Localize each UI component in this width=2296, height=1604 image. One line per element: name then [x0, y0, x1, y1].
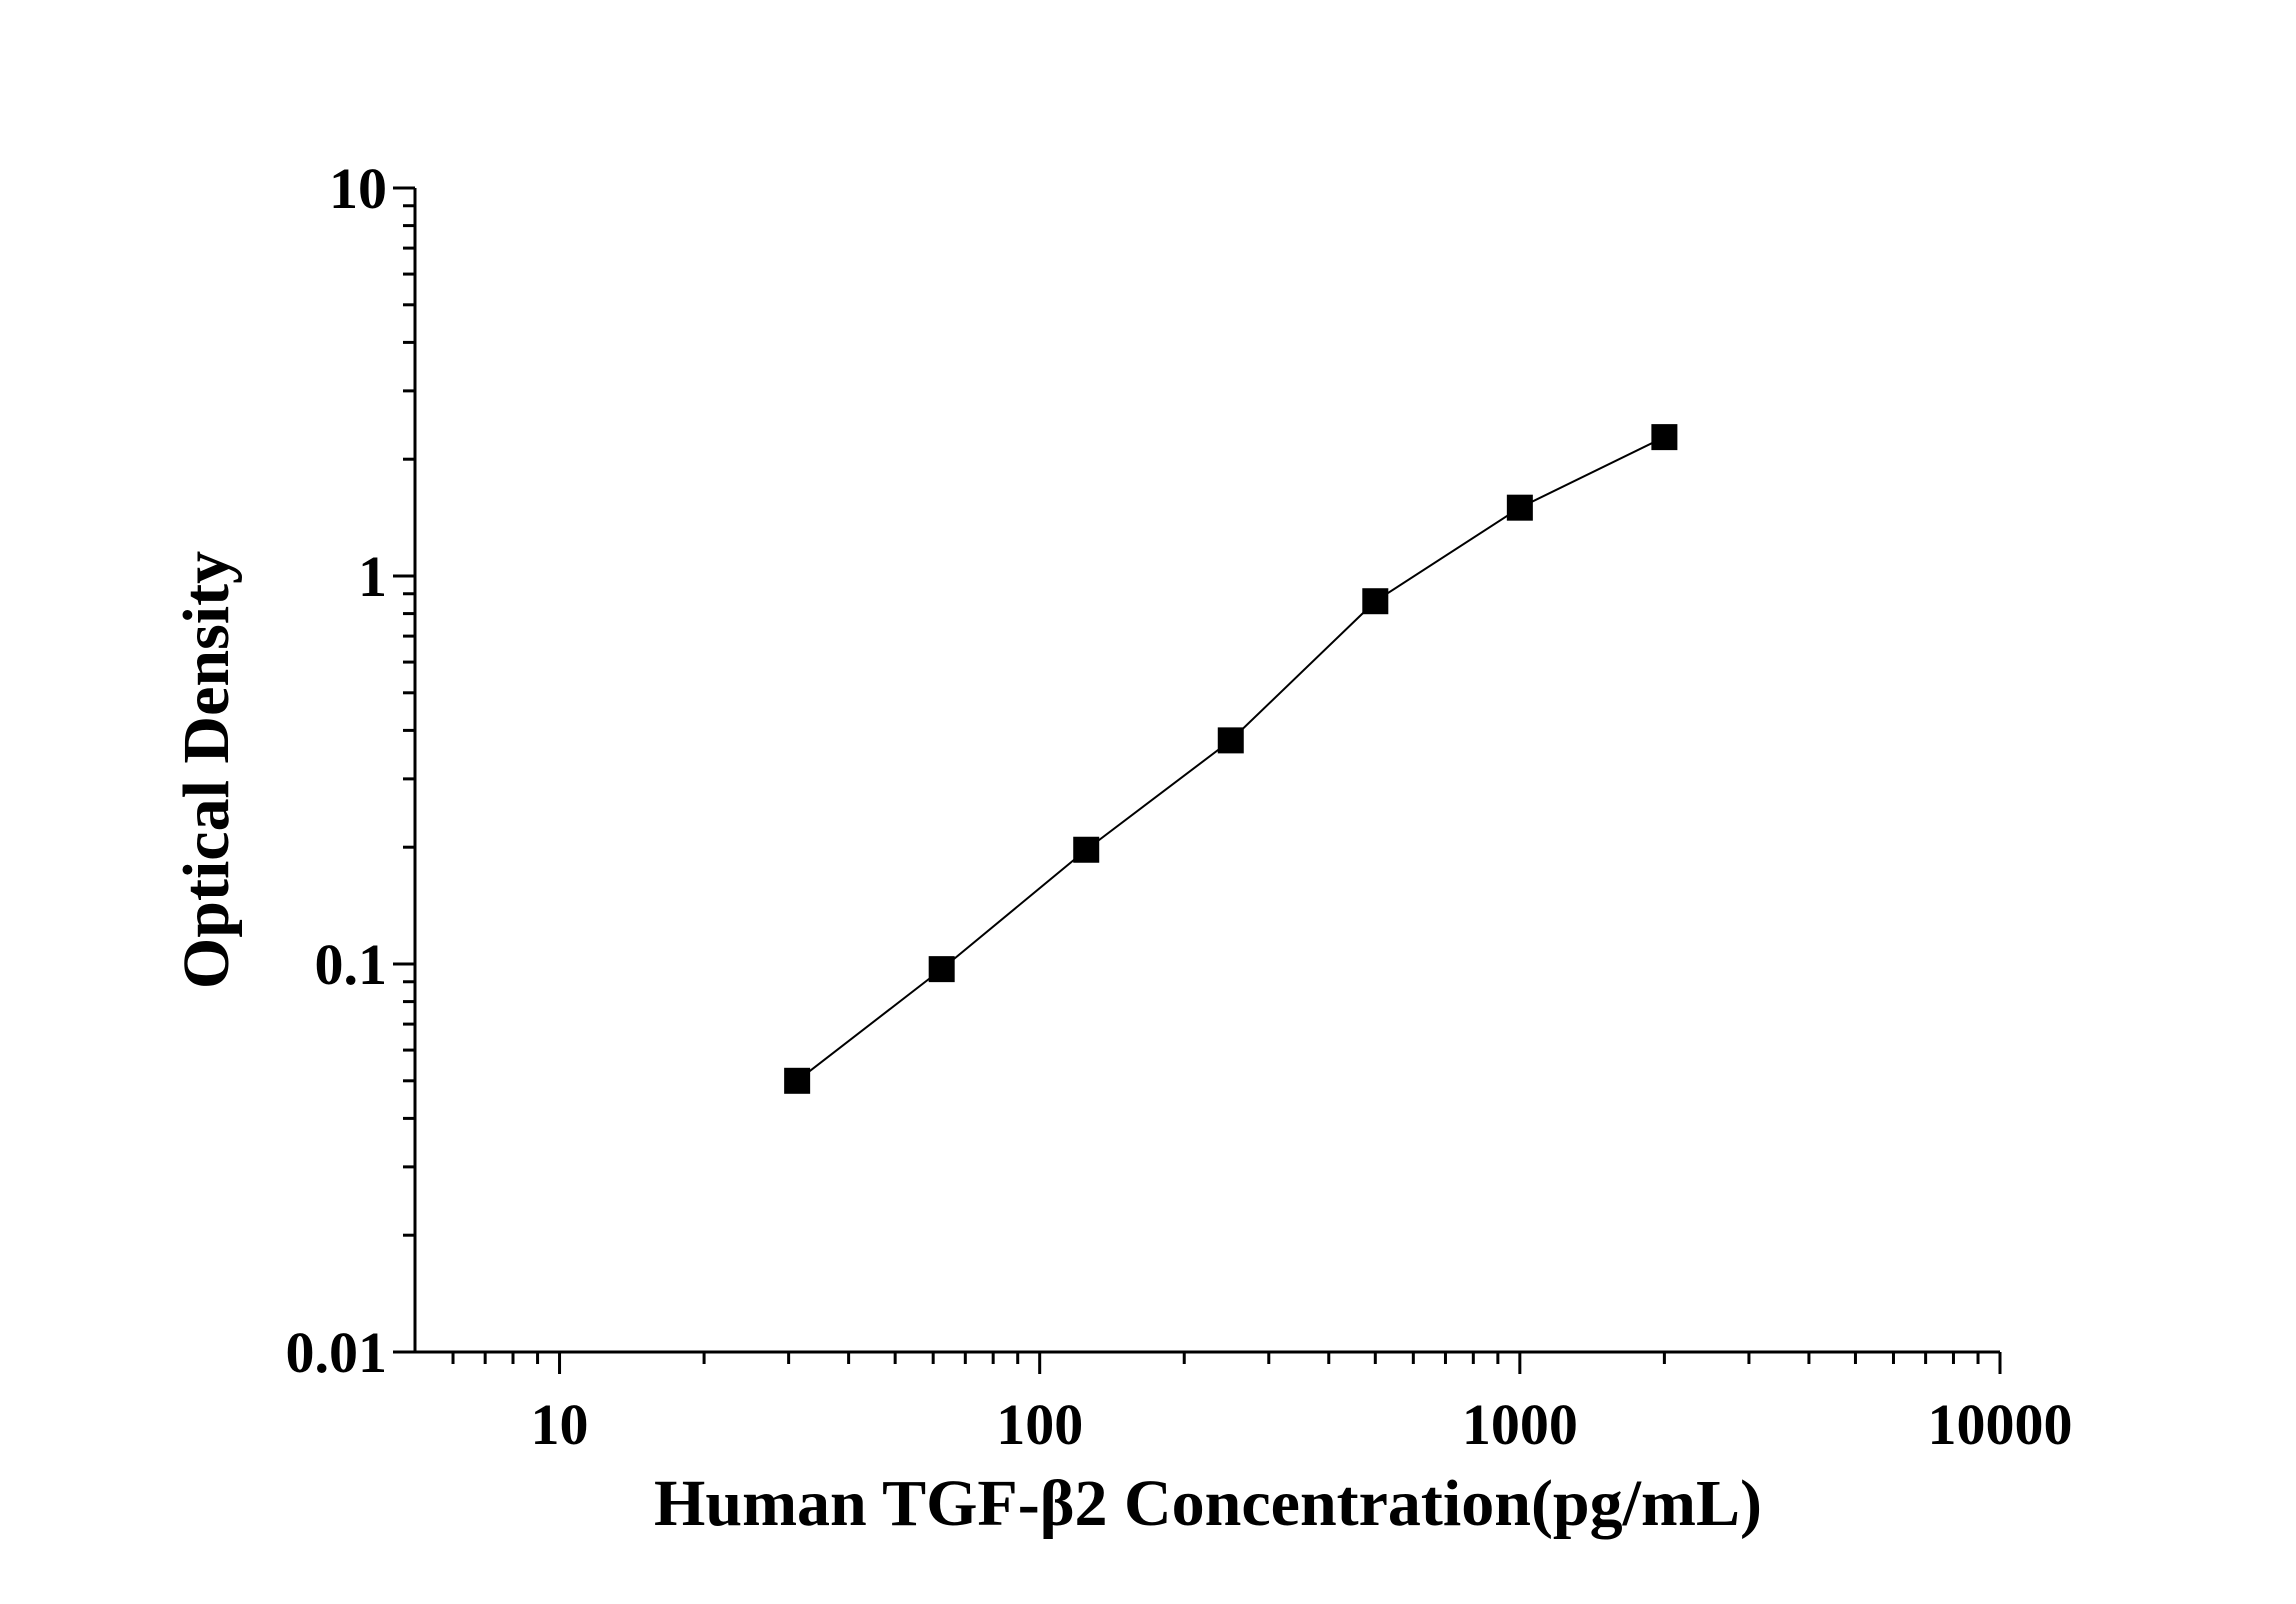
marker [1073, 836, 1100, 863]
marker [1651, 424, 1678, 451]
x-tick-label: 1000 [1462, 1392, 1578, 1457]
x-tick-label: 100 [996, 1392, 1083, 1457]
marker [1506, 494, 1533, 521]
marker [928, 956, 955, 983]
y-axis-title: Optical Density [170, 551, 243, 989]
x-axis-title: Human TGF-β2 Concentration(pg/mL) [654, 1467, 1762, 1540]
marker [784, 1067, 811, 1094]
y-tick-label: 0.01 [286, 1320, 388, 1385]
y-tick-label: 1 [358, 544, 387, 609]
x-tick-label: 10 [531, 1392, 589, 1457]
line [796, 436, 1665, 1082]
marker [1217, 727, 1244, 754]
y-tick-label: 0.1 [315, 932, 388, 997]
marker [1362, 588, 1389, 615]
y-tick-label: 10 [329, 156, 387, 221]
x-tick-label: 10000 [1928, 1392, 2073, 1457]
